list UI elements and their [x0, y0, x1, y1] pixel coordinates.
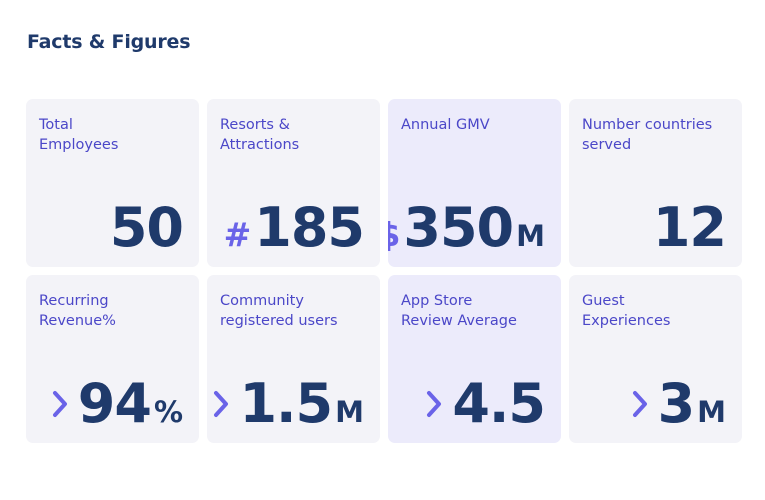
stat-label: App Store Review Average [401, 293, 517, 329]
stat-value: 3 M [631, 377, 726, 431]
stat-card-annual-gmv: Annual GMV $ 350 M [388, 99, 561, 267]
stat-card-resorts-attractions: Resorts & Attractions # 185 [207, 99, 380, 267]
stat-value: 94 % [51, 377, 183, 431]
stat-value: 4.5 [425, 372, 546, 435]
chevron-right-icon [214, 391, 229, 417]
stat-label: Recurring Revenue% [39, 293, 116, 329]
stat-number: 1.5 [239, 372, 333, 435]
stat-number: 4.5 [452, 372, 546, 435]
stats-grid: Total Employees 50 Resorts & Attractions… [26, 99, 742, 443]
stat-number: 50 [109, 196, 184, 259]
stat-card-total-employees: Total Employees 50 [26, 99, 199, 267]
stat-number: 3 [657, 372, 696, 435]
stat-number: 12 [652, 196, 727, 259]
stat-suffix: M [516, 219, 545, 253]
stat-card-countries-served: Number countries served 12 [569, 99, 742, 267]
stat-label: Number countries served [582, 117, 713, 153]
stat-card-recurring-revenue: Recurring Revenue% 94 % [26, 275, 199, 443]
stat-number: 350 [403, 196, 514, 259]
stat-suffix: M [335, 395, 364, 429]
stat-number: 185 [254, 196, 365, 259]
chevron-right-icon [632, 391, 647, 417]
stat-card-guest-experiences: Guest Experiences 3 M [569, 275, 742, 443]
chevron-right-icon [427, 391, 442, 417]
stat-value: # 185 [223, 196, 365, 259]
chevron-right-icon [52, 391, 67, 417]
stat-prefix: # [223, 215, 252, 254]
stat-suffix: M [697, 395, 726, 429]
stat-label: Resorts & Attractions [220, 117, 300, 153]
stat-label: Community registered users [220, 293, 338, 329]
stat-value: 12 [652, 196, 727, 259]
stat-value: 50 [109, 196, 184, 259]
stat-prefix: $ [388, 215, 401, 254]
stat-value: 1.5 M [212, 377, 364, 431]
stat-number: 94 [77, 372, 152, 435]
stat-label: Annual GMV [401, 117, 490, 133]
stat-label: Total Employees [39, 117, 119, 153]
stat-value: $ 350 M [388, 201, 545, 255]
page-title: Facts & Figures [27, 31, 191, 53]
stat-suffix: % [153, 395, 183, 429]
stat-label: Guest Experiences [582, 293, 671, 329]
stat-card-community-users: Community registered users 1.5 M [207, 275, 380, 443]
stat-card-app-store-review: App Store Review Average 4.5 [388, 275, 561, 443]
